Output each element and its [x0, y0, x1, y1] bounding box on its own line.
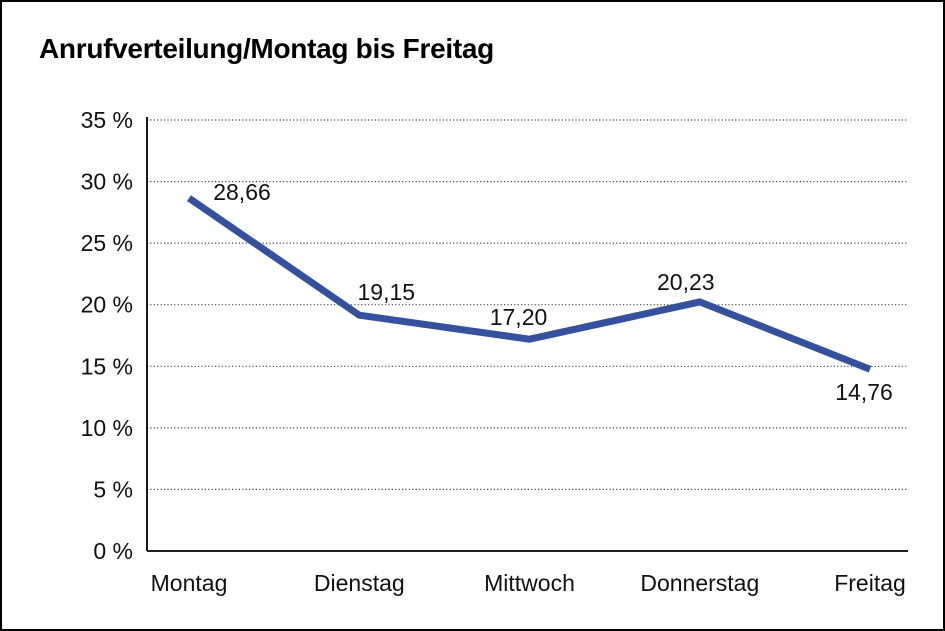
- data-point-label: 19,15: [358, 279, 416, 305]
- y-tick-label: 30 %: [81, 169, 133, 195]
- y-tick-label: 15 %: [81, 353, 133, 379]
- x-category-label: Donnerstag: [640, 570, 759, 596]
- y-tick-label: 10 %: [81, 415, 133, 441]
- y-tick-label: 0 %: [93, 538, 133, 564]
- data-point-label: 14,76: [835, 379, 893, 405]
- x-category-label: Mittwoch: [484, 570, 575, 596]
- data-line: [187, 195, 872, 373]
- data-point-label: 20,23: [657, 269, 715, 295]
- y-tick-label: 25 %: [81, 230, 133, 256]
- data-point-label: 17,20: [490, 304, 548, 330]
- y-tick-label: 20 %: [81, 292, 133, 318]
- y-tick-label: 5 %: [93, 476, 133, 502]
- data-point-label: 28,66: [213, 179, 271, 205]
- chart-title: Anrufverteilung/Montag bis Freitag: [39, 33, 494, 64]
- y-tick-label: 35 %: [81, 107, 133, 133]
- x-category-label: Montag: [151, 570, 228, 596]
- x-category-label: Freitag: [834, 570, 906, 596]
- x-category-label: Dienstag: [314, 570, 405, 596]
